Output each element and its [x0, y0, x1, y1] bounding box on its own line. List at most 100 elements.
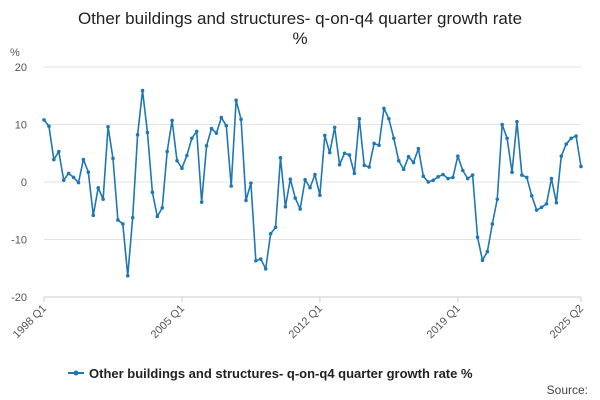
data-point[interactable]	[387, 116, 391, 121]
data-point[interactable]	[495, 197, 500, 202]
data-point[interactable]	[559, 154, 564, 158]
data-point[interactable]	[308, 185, 312, 190]
data-point[interactable]	[382, 106, 386, 111]
data-point[interactable]	[490, 222, 495, 226]
data-point[interactable]	[554, 200, 559, 205]
data-point[interactable]	[204, 143, 209, 148]
data-point[interactable]	[456, 154, 460, 158]
data-point[interactable]	[500, 122, 504, 127]
data-point[interactable]	[431, 178, 436, 183]
data-point[interactable]	[416, 146, 421, 151]
data-point[interactable]	[323, 133, 327, 138]
data-point[interactable]	[121, 222, 125, 226]
data-point[interactable]	[268, 231, 273, 236]
data-point[interactable]	[190, 136, 194, 141]
data-point[interactable]	[140, 88, 145, 93]
data-point[interactable]	[160, 206, 165, 210]
data-point[interactable]	[175, 158, 179, 163]
data-point[interactable]	[116, 218, 120, 222]
data-point[interactable]	[460, 168, 465, 173]
data-point[interactable]	[357, 116, 362, 121]
data-point[interactable]	[66, 171, 71, 176]
data-point[interactable]	[52, 157, 56, 162]
data-point[interactable]	[446, 176, 450, 181]
data-point[interactable]	[347, 153, 352, 157]
data-point[interactable]	[194, 129, 199, 134]
data-point[interactable]	[391, 136, 396, 141]
data-point[interactable]	[219, 115, 224, 120]
data-point[interactable]	[303, 177, 307, 182]
data-point[interactable]	[278, 156, 283, 160]
data-point[interactable]	[298, 207, 302, 211]
data-point[interactable]	[372, 141, 376, 146]
data-point[interactable]	[475, 235, 480, 239]
data-point[interactable]	[170, 118, 174, 123]
data-point[interactable]	[352, 171, 357, 176]
data-point[interactable]	[165, 149, 169, 154]
data-point[interactable]	[209, 126, 214, 131]
data-point[interactable]	[525, 175, 529, 180]
data-point[interactable]	[480, 258, 485, 263]
data-point[interactable]	[224, 123, 229, 128]
data-point[interactable]	[76, 180, 81, 185]
data-point[interactable]	[61, 178, 66, 183]
data-point[interactable]	[318, 193, 322, 198]
data-point[interactable]	[91, 213, 96, 218]
data-point[interactable]	[520, 173, 524, 177]
data-point[interactable]	[426, 180, 431, 184]
data-point[interactable]	[234, 98, 238, 103]
data-point[interactable]	[263, 267, 268, 271]
data-point[interactable]	[421, 174, 426, 179]
data-point[interactable]	[574, 134, 578, 138]
data-point[interactable]	[441, 172, 445, 177]
data-point[interactable]	[342, 151, 347, 156]
data-point[interactable]	[539, 205, 544, 210]
data-point[interactable]	[71, 175, 76, 180]
data-point[interactable]	[106, 125, 110, 129]
data-point[interactable]	[485, 249, 490, 254]
data-point[interactable]	[362, 163, 367, 168]
data-point[interactable]	[313, 172, 317, 177]
legend[interactable]: Other buildings and structures- q-on-q4 …	[68, 366, 473, 381]
data-point[interactable]	[529, 194, 534, 198]
data-point[interactable]	[534, 208, 539, 212]
data-point[interactable]	[111, 156, 115, 161]
data-point[interactable]	[544, 202, 549, 206]
data-point[interactable]	[332, 125, 337, 130]
data-point[interactable]	[42, 118, 46, 122]
data-point[interactable]	[199, 200, 204, 204]
data-point[interactable]	[244, 198, 248, 203]
data-point[interactable]	[273, 225, 278, 230]
data-point[interactable]	[436, 175, 440, 179]
data-point[interactable]	[569, 136, 573, 141]
data-point[interactable]	[293, 196, 298, 200]
data-point[interactable]	[56, 149, 61, 154]
data-point[interactable]	[258, 257, 263, 261]
data-point[interactable]	[411, 160, 416, 165]
data-point[interactable]	[327, 150, 332, 155]
data-point[interactable]	[465, 176, 470, 181]
data-point[interactable]	[515, 119, 519, 124]
data-point[interactable]	[214, 131, 219, 135]
data-point[interactable]	[564, 142, 569, 146]
data-point[interactable]	[135, 133, 140, 137]
data-point[interactable]	[96, 185, 100, 190]
data-point[interactable]	[406, 154, 411, 159]
data-point[interactable]	[229, 184, 234, 188]
data-point[interactable]	[125, 273, 130, 278]
data-point[interactable]	[155, 214, 160, 219]
data-point[interactable]	[283, 204, 288, 209]
data-point[interactable]	[239, 117, 243, 122]
data-point[interactable]	[470, 173, 475, 177]
data-point[interactable]	[377, 143, 381, 147]
data-point[interactable]	[101, 197, 105, 202]
data-point[interactable]	[185, 153, 189, 158]
data-point[interactable]	[47, 124, 51, 129]
data-point[interactable]	[505, 136, 509, 141]
data-point[interactable]	[150, 190, 155, 195]
data-point[interactable]	[145, 130, 150, 135]
data-point[interactable]	[249, 181, 253, 185]
data-point[interactable]	[180, 166, 184, 170]
data-point[interactable]	[81, 157, 86, 162]
data-point[interactable]	[367, 165, 371, 169]
